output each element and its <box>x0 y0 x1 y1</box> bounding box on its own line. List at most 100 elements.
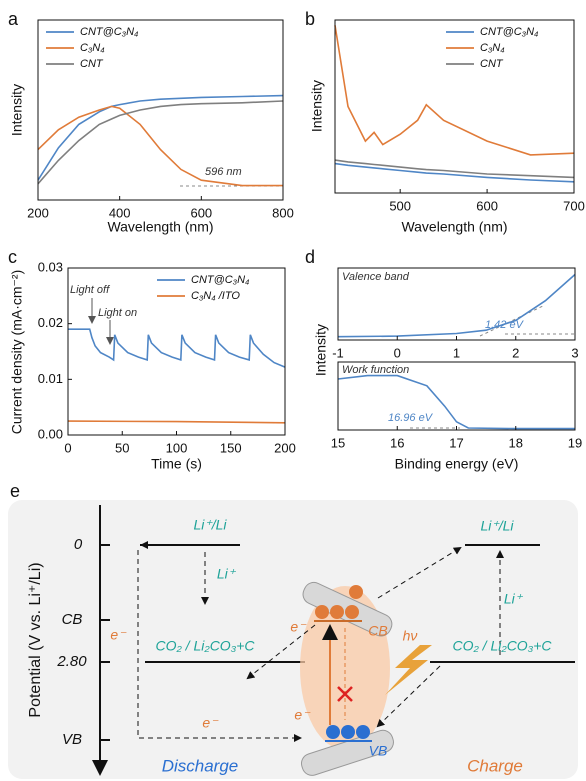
legend-label: CNT@C₃N₄ <box>191 274 249 286</box>
annotation: Valence band <box>342 271 410 283</box>
annotation: Light on <box>98 307 137 319</box>
charge-label: Charge <box>467 756 523 775</box>
series-line <box>334 159 575 179</box>
ref-line <box>479 304 546 337</box>
y-axis-label: Current density (mA·cm⁻²) <box>9 270 25 435</box>
cb-label: CB <box>368 623 387 639</box>
annotation: 596 nm <box>205 166 242 178</box>
annotation: Work function <box>342 364 409 376</box>
electron <box>315 605 329 619</box>
y-tick-label: 0.03 <box>38 259 63 274</box>
electron-label: e⁻ <box>110 627 127 643</box>
hole <box>356 725 370 739</box>
x-tick-label: 400 <box>109 205 131 220</box>
annotation: 16.96 eV <box>388 412 434 424</box>
series-line <box>67 420 286 424</box>
plot-frame <box>37 19 284 201</box>
panel-label: a <box>8 9 19 29</box>
electron-label: e⁻ <box>294 707 311 723</box>
couple-label: Li⁺/Li <box>193 517 227 533</box>
y-tick-label: 0.02 <box>38 315 63 330</box>
x-tick-label: 19 <box>568 435 582 450</box>
hole <box>326 725 340 739</box>
diagram: e Potential (V vs. Li⁺/Li) 0 CB 2.80 VB … <box>8 481 578 779</box>
y-axis-label: Intensity <box>313 324 329 376</box>
x-tick-label: 50 <box>115 440 129 455</box>
electron-label: e⁻ <box>202 715 219 731</box>
axis-label: Potential (V vs. Li⁺/Li) <box>27 562 44 717</box>
panel-label: c <box>8 247 17 267</box>
x-tick-label: 18 <box>509 435 523 450</box>
x-tick-label: 800 <box>272 205 294 220</box>
photon-label: hν <box>403 628 418 644</box>
y-tick-label: 0.00 <box>38 426 63 441</box>
electron-label: e⁻ <box>290 619 307 635</box>
annotation: Light off <box>70 284 110 296</box>
reaction-label: CO₂ / Li₂CO₃+C <box>155 638 255 654</box>
series-line <box>37 94 284 181</box>
x-axis-label: Wavelength (nm) <box>107 219 213 235</box>
panel-label: b <box>305 9 315 29</box>
x-tick-label: 600 <box>476 198 498 213</box>
series-line <box>337 273 576 338</box>
hole <box>341 725 355 739</box>
panel-label: e <box>10 481 20 501</box>
x-tick-label: 200 <box>27 205 49 220</box>
series-line <box>334 162 575 183</box>
legend-label: C₃N₄ <box>80 42 105 54</box>
y-tick-label: 0.01 <box>38 371 63 386</box>
x-tick-label: 16 <box>390 435 404 450</box>
x-tick-label: 700 <box>563 198 585 213</box>
panel-label: d <box>305 247 315 267</box>
blocked <box>337 686 353 702</box>
level-label: 0 <box>74 536 83 553</box>
x-axis-label: Time (s) <box>151 456 202 472</box>
x-tick-label: 100 <box>166 440 188 455</box>
legend-label: CNT@C₃N₄ <box>480 26 538 38</box>
plot-frame <box>334 19 575 194</box>
annotation: 1.42 eV <box>485 319 525 331</box>
electron <box>349 585 363 599</box>
legend-label: CNT@C₃N₄ <box>80 26 138 38</box>
x-tick-label: 0 <box>394 345 401 360</box>
vb-label: VB <box>369 743 388 759</box>
electron <box>345 605 359 619</box>
x-tick-label: 17 <box>449 435 463 450</box>
ion-label: Li⁺ <box>504 591 524 607</box>
level-label: 2.80 <box>56 653 87 670</box>
light <box>385 645 432 695</box>
x-tick-label: 0 <box>64 440 71 455</box>
level-label: VB <box>62 731 82 748</box>
series-line <box>68 328 286 368</box>
x-tick-label: -1 <box>332 345 344 360</box>
x-tick-label: 200 <box>274 440 296 455</box>
ion-label: Li⁺ <box>217 566 237 582</box>
level-label: CB <box>62 611 83 628</box>
series-line <box>37 105 283 187</box>
x-tick-label: 150 <box>220 440 242 455</box>
reaction-label: CO₂ / Li₂CO₃+C <box>452 638 552 654</box>
legend-label: CNT <box>480 58 504 70</box>
x-axis-label: Wavelength (nm) <box>401 219 507 235</box>
series-line <box>37 100 284 185</box>
x-tick-label: 600 <box>190 205 212 220</box>
couple-label: Li⁺/Li <box>480 518 514 534</box>
x-axis-label: Binding energy (eV) <box>395 456 519 472</box>
series-line <box>334 25 575 156</box>
electron <box>330 605 344 619</box>
legend-label: CNT <box>80 58 104 70</box>
x-tick-label: 3 <box>571 345 578 360</box>
x-tick-label: 15 <box>331 435 345 450</box>
series-line <box>337 374 575 430</box>
x-tick-label: 500 <box>389 198 411 213</box>
legend-label: C₃N₄ /ITO <box>191 290 240 302</box>
x-tick-label: 2 <box>512 345 519 360</box>
y-axis-label: Intensity <box>9 84 25 136</box>
y-axis-label: Intensity <box>309 80 325 132</box>
diagram-bg <box>8 500 578 779</box>
x-tick-label: 1 <box>453 345 460 360</box>
discharge-label: Discharge <box>162 756 239 775</box>
arrow <box>377 546 462 599</box>
legend-label: C₃N₄ <box>480 42 505 54</box>
